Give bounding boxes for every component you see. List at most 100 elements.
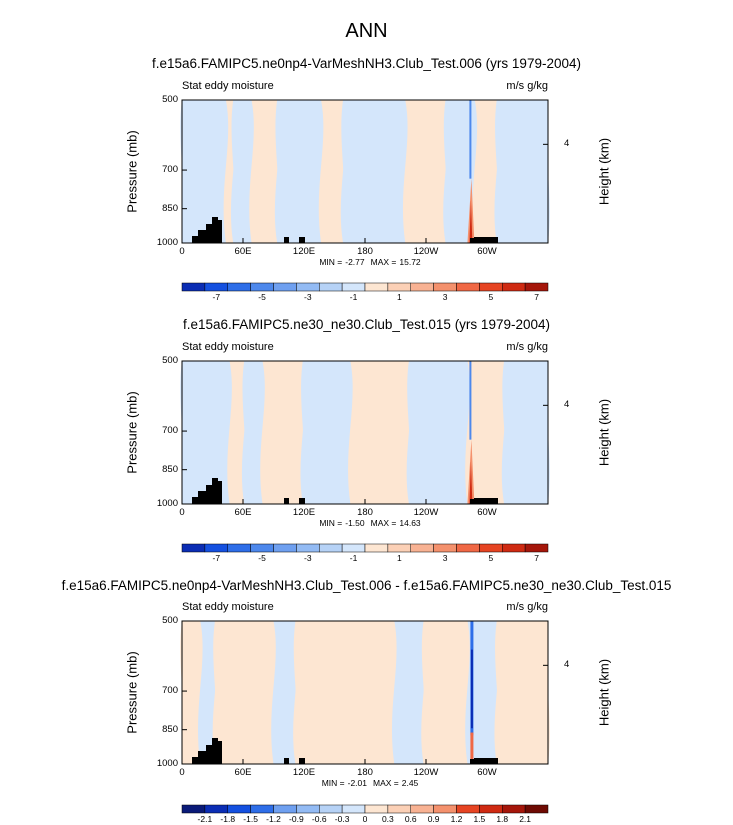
colorbar-label: -5: [258, 292, 266, 302]
y2-axis-label: Height (km): [596, 398, 612, 466]
x-tick-label: 120W: [413, 507, 439, 518]
max-label: MAX =: [370, 518, 397, 528]
contour-band: [495, 100, 550, 243]
colorbar-box: [319, 804, 343, 814]
y-tick-label: 1000: [156, 498, 178, 509]
colorbar-box: [273, 282, 297, 292]
colorbar-3: [181, 804, 549, 814]
min-label: MIN =: [319, 257, 343, 267]
y-tick-label: 1000: [156, 237, 178, 248]
colorbar-box: [479, 282, 503, 292]
x-tick-label: 60E: [234, 246, 252, 257]
heatmap-3: [180, 620, 550, 765]
colorbar-box: [273, 543, 297, 553]
colorbar-box: [364, 804, 389, 814]
x-tick-label: 60W: [477, 767, 497, 778]
colorbar-box: [204, 282, 228, 292]
contour-band: [495, 621, 550, 764]
colorbar-label: 3: [442, 553, 448, 563]
colorbar-box: [524, 543, 549, 553]
colorbar-label: -3: [304, 292, 312, 302]
x-tick-label: 0: [179, 507, 185, 518]
colorbar-label: 1.2: [450, 814, 463, 824]
contour-band: [421, 621, 470, 764]
colorbar-box: [319, 282, 343, 292]
contour-band: [469, 361, 472, 440]
colorbar-label: -1.5: [243, 814, 258, 824]
contour-band: [242, 361, 265, 504]
x-tick-label: 60E: [234, 507, 252, 518]
y2-tick-label: 4: [564, 138, 570, 150]
colorbar-label: 1.5: [473, 814, 486, 824]
x-tick-label: 0: [179, 246, 185, 257]
colorbar-label: -1: [349, 292, 358, 302]
colorbar-box: [227, 282, 251, 292]
colorbar-box: [479, 804, 503, 814]
colorbar-label: -1.8: [220, 814, 236, 824]
colorbar-box: [364, 543, 389, 553]
min-value: -1.50: [345, 518, 365, 528]
panel-title-2: f.e15a6.FAMIPC5.ne30_ne30.Club_Test.015 …: [183, 317, 550, 332]
topography-africa: [192, 738, 222, 764]
colorbar-label: 3: [442, 292, 448, 302]
min-value: -2.01: [347, 778, 367, 788]
colorbar-label: 0.6: [404, 814, 417, 824]
contour-band: [469, 100, 472, 179]
colorbar-box: [181, 282, 206, 292]
colorbar-label: -0.6: [311, 814, 327, 824]
colorbar-box: [204, 804, 228, 814]
contour-band: [341, 100, 407, 243]
topography-pacific: [299, 758, 305, 764]
panel-left-string-2: Stat eddy moisture: [182, 341, 274, 353]
colorbar-box: [433, 543, 457, 553]
colorbar-box: [433, 282, 457, 292]
contour-band: [465, 361, 507, 504]
contour-band: [472, 100, 500, 243]
x-tick-label: 180: [357, 767, 373, 778]
colorbar-label: 1: [396, 292, 402, 302]
panel-left-string-3: Stat eddy moisture: [182, 601, 274, 613]
colorbar-box: [250, 543, 274, 553]
contour-band: [443, 100, 477, 243]
colorbar-box: [341, 543, 366, 553]
x-tick-label: 180: [357, 507, 373, 518]
min-max-summary: MIN = -2.77 MAX = 15.72: [300, 257, 440, 267]
colorbar-label: -0.9: [289, 814, 304, 824]
y-axis-label: Pressure (mb): [124, 650, 140, 734]
contour-band: [301, 361, 353, 504]
topography-pacific: [299, 498, 305, 504]
min-max-summary: MIN = -1.50 MAX = 14.63: [300, 518, 440, 528]
topography-andes: [470, 758, 498, 764]
panel-right-string-1: m/s g/kg: [506, 80, 548, 92]
x-tick-label: 120E: [292, 767, 316, 778]
colorbar-label: 5: [488, 292, 494, 302]
contour-band: [227, 361, 247, 504]
x-tick-label: 60W: [477, 507, 497, 518]
contour-band: [470, 732, 474, 762]
contour-band: [402, 100, 448, 243]
x-tick-label: 0: [179, 767, 185, 778]
topography-pacific: [299, 237, 305, 243]
colorbar-box: [341, 804, 366, 814]
y-tick-label: 850: [162, 723, 178, 735]
panel-left-string-1: Stat eddy moisture: [182, 80, 274, 92]
colorbar-box: [364, 282, 389, 292]
contour-band: [469, 461, 473, 504]
y2-axis-label: Height (km): [596, 137, 612, 205]
colorbar-box: [181, 804, 206, 814]
colorbar-box: [387, 804, 411, 814]
y2-tick-label: 4: [564, 399, 570, 411]
contour-band: [197, 621, 218, 764]
colorbar-label: -1: [349, 553, 358, 563]
colorbar-box: [341, 282, 366, 292]
contour-band: [275, 100, 323, 243]
y-axis-label: Pressure (mb): [124, 129, 140, 213]
colorbar-label: 7: [534, 292, 539, 302]
panel-right-string-2: m/s g/kg: [506, 341, 548, 353]
colorbar-box: [250, 804, 274, 814]
contour-band: [465, 621, 500, 764]
colorbar-label: 2.1: [519, 814, 532, 824]
topography-indonesia: [284, 758, 289, 764]
colorbar-box: [502, 804, 526, 814]
colorbar-2: [181, 543, 549, 553]
